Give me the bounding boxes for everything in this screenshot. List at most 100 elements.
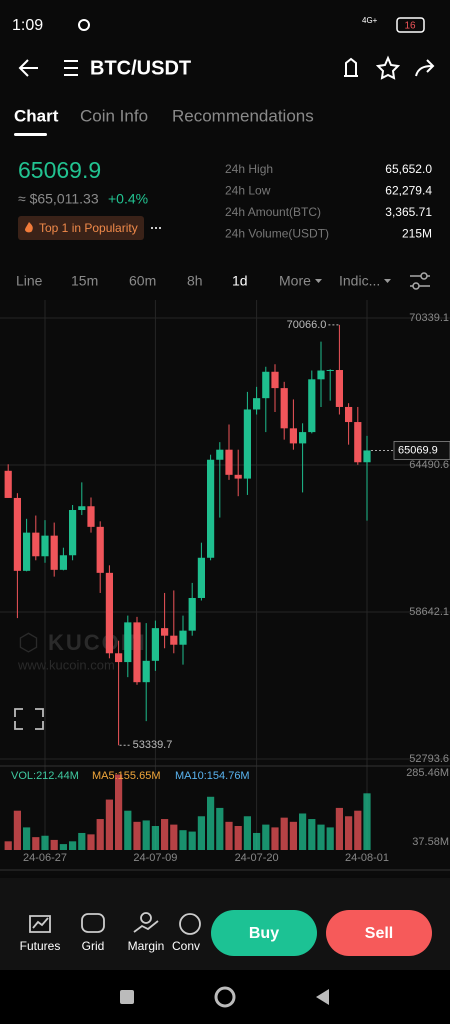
candle-body bbox=[326, 370, 334, 372]
candle-body bbox=[87, 506, 95, 527]
icon bbox=[133, 920, 159, 933]
candle-body bbox=[4, 470, 12, 498]
low-marker: 53339.7 bbox=[133, 739, 173, 751]
volume-bar bbox=[345, 816, 353, 850]
volume-bar bbox=[50, 839, 58, 850]
icon bbox=[81, 913, 105, 933]
volume-tick-label: 37.58M bbox=[412, 836, 449, 848]
interval[interactable]: Line bbox=[16, 273, 43, 289]
badge[interactable] bbox=[18, 216, 144, 240]
tab[interactable]: Coin Info bbox=[80, 106, 148, 125]
change: +0.4% bbox=[108, 191, 148, 207]
share[interactable] bbox=[415, 59, 435, 77]
volume-bar bbox=[207, 796, 215, 850]
settings-knob bbox=[412, 282, 420, 290]
x-tick-label: 24-07-20 bbox=[235, 852, 279, 864]
interval[interactable]: 8h bbox=[187, 273, 203, 289]
interval[interactable]: More bbox=[279, 273, 311, 289]
candle-body bbox=[142, 660, 150, 683]
candle-body bbox=[115, 653, 123, 663]
volume-bar bbox=[133, 821, 141, 850]
sell-button[interactable] bbox=[326, 910, 432, 956]
battery bbox=[396, 17, 425, 33]
x-tick-label: 24-06-27 bbox=[23, 852, 67, 864]
interval[interactable]: Indic... bbox=[339, 273, 380, 289]
favorite[interactable] bbox=[375, 55, 401, 80]
tab[interactable]: Recommendations bbox=[172, 106, 314, 125]
candle-body bbox=[170, 635, 178, 645]
battery-level: 16 bbox=[404, 21, 416, 32]
interval[interactable]: 1d bbox=[232, 273, 248, 289]
chart: KUCOIN ⬡www.kucoin.com 70339.1 64490.6 58642… bbox=[0, 300, 450, 871]
buy-button[interactable] bbox=[211, 910, 317, 956]
volume-bar bbox=[253, 832, 261, 850]
settings-knob bbox=[420, 272, 428, 280]
watermark: KUCOIN bbox=[48, 630, 147, 655]
candle-body bbox=[13, 497, 21, 571]
stat-value: 3,365.71 bbox=[385, 205, 432, 219]
last-price-tag bbox=[393, 441, 450, 460]
pair: BTC/USDT bbox=[90, 57, 191, 79]
nav-label[interactable]: Grid bbox=[82, 939, 105, 953]
volume-bar bbox=[32, 837, 40, 850]
volume-bar bbox=[335, 807, 343, 850]
volume-bar bbox=[170, 824, 178, 850]
alert-icon[interactable] bbox=[344, 57, 358, 77]
volume-bar bbox=[161, 819, 169, 850]
y-tick-label: 70339.1 bbox=[409, 312, 449, 324]
candle-body bbox=[133, 622, 141, 683]
stats: 24h High 65,652.0 24h Low 62,279.4 24h Amoun… bbox=[225, 162, 432, 241]
tab[interactable]: Chart bbox=[14, 106, 59, 125]
watermark-url: www.kucoin.com bbox=[17, 657, 115, 672]
candle-body bbox=[124, 622, 132, 663]
nav-label[interactable]: Conv bbox=[172, 939, 200, 953]
buy-label[interactable]: Buy bbox=[249, 925, 279, 942]
candle-body bbox=[41, 535, 49, 557]
interval[interactable]: 60m bbox=[129, 273, 156, 289]
menu[interactable] bbox=[64, 60, 78, 76]
volume-bar bbox=[96, 819, 104, 850]
fiat-price: ≈ $65,011.33 bbox=[18, 191, 99, 207]
volume-bar bbox=[225, 821, 233, 850]
volume-bar bbox=[4, 841, 12, 850]
volume-bar bbox=[69, 841, 77, 850]
back[interactable] bbox=[18, 59, 38, 77]
volume-bar bbox=[234, 826, 242, 850]
home[interactable] bbox=[214, 986, 236, 1008]
volume-bar bbox=[197, 816, 205, 850]
candle-body bbox=[32, 532, 40, 557]
high-marker: 70066.0 bbox=[287, 319, 327, 331]
volume-bar bbox=[188, 831, 196, 850]
candle-body bbox=[335, 370, 343, 407]
candle-body bbox=[188, 597, 196, 631]
stat-label: 24h High bbox=[225, 162, 273, 176]
volume-bar bbox=[87, 834, 95, 850]
candle-body bbox=[151, 628, 159, 661]
nav-label[interactable]: Futures bbox=[20, 939, 61, 953]
candle-body bbox=[308, 379, 316, 433]
stat-value: 215M bbox=[402, 227, 432, 241]
candle-body bbox=[96, 526, 104, 573]
candle-body bbox=[225, 449, 233, 475]
volume-bar bbox=[41, 835, 49, 850]
fullscreen[interactable] bbox=[14, 708, 44, 730]
y-tick-label: 58642.1 bbox=[409, 606, 449, 618]
volume-bar bbox=[124, 810, 132, 850]
back-nav[interactable] bbox=[316, 989, 329, 1005]
nav: Futures Grid Margin Conv bbox=[20, 939, 200, 953]
fire-icon bbox=[25, 222, 33, 233]
candle-body bbox=[78, 506, 86, 511]
candle-body bbox=[23, 532, 31, 571]
recents[interactable] bbox=[120, 990, 134, 1004]
nav-label[interactable]: Margin bbox=[128, 939, 165, 953]
sell-label[interactable]: Sell bbox=[365, 925, 393, 942]
icon bbox=[78, 19, 90, 31]
candle-body bbox=[105, 572, 113, 654]
volume-bar bbox=[142, 820, 150, 850]
candle-body bbox=[345, 406, 353, 423]
volume-bar bbox=[271, 827, 279, 850]
candle-body bbox=[299, 432, 307, 444]
interval[interactable]: 15m bbox=[71, 273, 98, 289]
